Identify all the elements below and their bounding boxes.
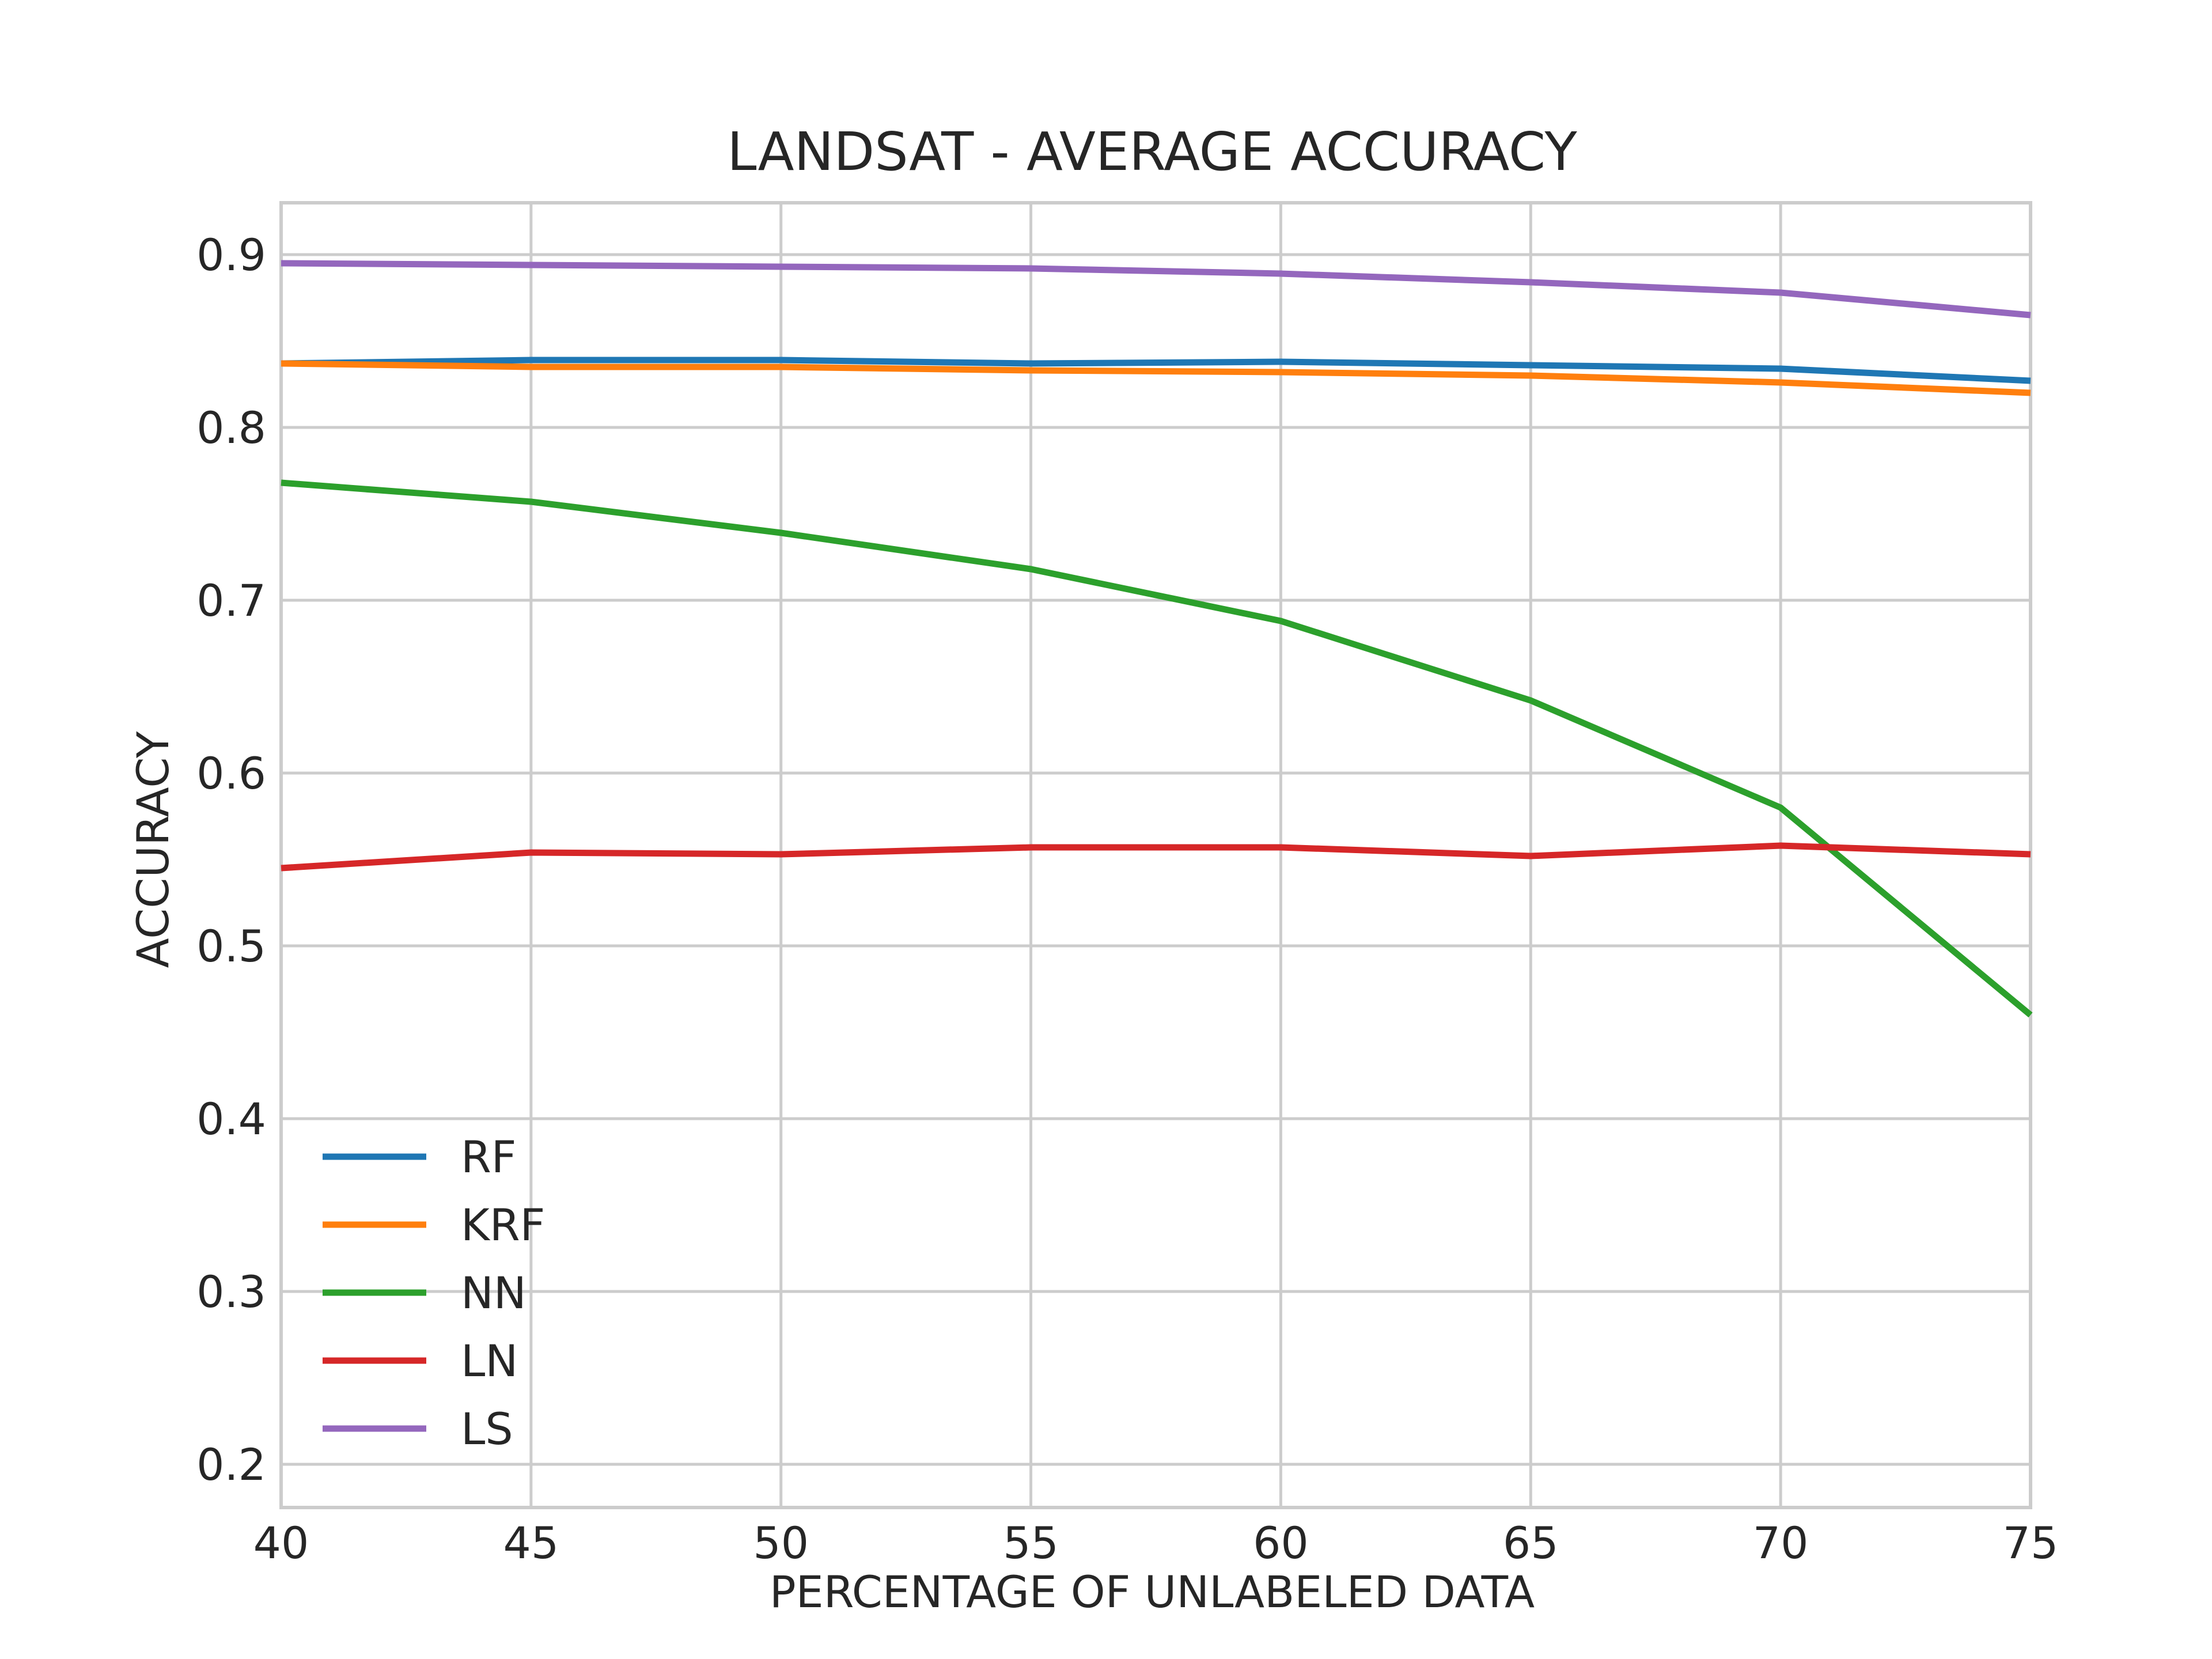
y-axis-label: ACCURACY (127, 731, 179, 968)
tick-labels: 40 45 50 55 60 65 70 75 0.2 0.3 0.4 0.5 0.6 0.7 0.8 0.9 (196, 229, 2058, 1569)
series-line-nn (281, 479, 2033, 1018)
x-tick-label: 70 (1753, 1517, 1809, 1569)
x-tick-label: 55 (1003, 1517, 1059, 1569)
x-tick-label: 40 (253, 1517, 309, 1569)
legend: RF KRF NN LN LS (323, 1131, 545, 1455)
legend-label: LS (461, 1403, 513, 1455)
y-tick-label: 0.6 (196, 748, 266, 799)
legend-item-ln: LN (323, 1335, 518, 1387)
legend-item-nn: NN (323, 1267, 527, 1319)
legend-label: KRF (461, 1199, 545, 1251)
series-line-krf (281, 360, 2031, 396)
legend-item-ls: LS (323, 1403, 513, 1455)
series-layer (281, 260, 2033, 1018)
series-line-rf (281, 357, 2031, 384)
y-tick-label: 0.5 (196, 921, 266, 972)
y-tick-label: 0.4 (196, 1093, 266, 1145)
y-tick-label: 0.9 (196, 229, 266, 281)
x-tick-label: 65 (1503, 1517, 1559, 1569)
legend-item-krf: KRF (323, 1199, 545, 1251)
legend-item-rf: RF (323, 1131, 517, 1183)
series-line-ln (281, 842, 2031, 872)
y-tick-label: 0.8 (196, 402, 266, 453)
plot-frame (279, 201, 2032, 1509)
x-tick-label: 75 (2003, 1517, 2059, 1569)
x-axis-label: PERCENTAGE OF UNLABELED DATA (770, 1566, 1535, 1618)
legend-label: NN (461, 1267, 527, 1319)
legend-label: LN (461, 1335, 518, 1387)
y-tick-label: 0.2 (196, 1439, 266, 1490)
x-tick-label: 60 (1253, 1517, 1309, 1569)
series-line-ls (281, 260, 2031, 319)
y-tick-label: 0.7 (196, 575, 266, 626)
x-tick-label: 45 (503, 1517, 559, 1569)
chart-title: LANDSAT - AVERAGE ACCURACY (727, 121, 1577, 183)
x-tick-label: 50 (753, 1517, 809, 1569)
y-tick-label: 0.3 (196, 1266, 266, 1317)
legend-label: RF (461, 1131, 517, 1183)
